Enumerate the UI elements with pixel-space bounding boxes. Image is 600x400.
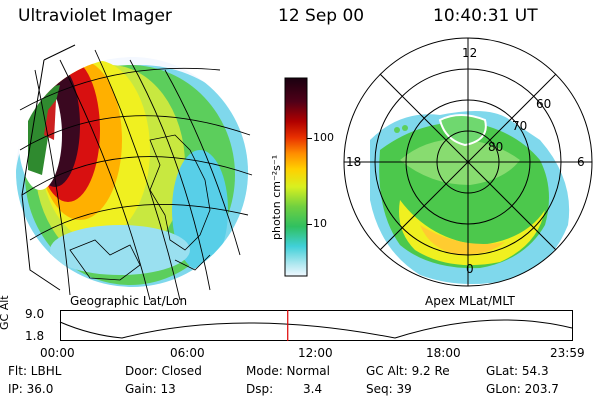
dsp-value: 3.4 (303, 382, 323, 396)
colorbar-tick-mark (307, 138, 312, 140)
geographic-panel-label: Geographic Lat/Lon (70, 294, 188, 308)
alt-plot-xtick-label: 18:00 (426, 346, 461, 360)
alt-plot-xtick-label: 12:00 (298, 346, 333, 360)
alt-plot-ylabel: GC Alt (0, 295, 11, 330)
mlt-label-6: 6 (577, 155, 585, 169)
colorbar-tick-label: 10 (313, 217, 327, 231)
polar-auroral-image (343, 37, 593, 287)
mlat-label-60: 60 (536, 97, 552, 111)
alt-plot-xtick-label: 23:59 (550, 346, 585, 360)
colorbar-tick-label: 100 (313, 131, 334, 145)
filter-label: Flt: LBHL (8, 364, 62, 378)
mlat-label-80: 80 (488, 140, 504, 154)
mlat-label-70: 70 (512, 119, 528, 133)
alt-plot-ytick-top: 9.0 (25, 307, 45, 321)
mode-label: Mode: Normal (246, 364, 330, 378)
gain-label: Gain: 13 (125, 382, 176, 396)
mlt-label-0: 0 (466, 262, 474, 276)
alt-plot-xtick-label: 06:00 (170, 346, 205, 360)
instrument-title: Ultraviolet Imager (18, 6, 172, 26)
polar-panel-label: Apex MLat/MLT (425, 294, 515, 308)
door-label: Door: Closed (125, 364, 202, 378)
geographic-auroral-image (16, 44, 253, 301)
seq-label: Seq: 39 (366, 382, 412, 396)
altitude-plot (59, 310, 573, 341)
time-label: 10:40:31 UT (433, 6, 538, 26)
ip-label: IP: 36.0 (8, 382, 54, 396)
colorbar-unit-label: photon cm⁻²s⁻¹ (270, 154, 283, 240)
date-label: 12 Sep 00 (278, 6, 365, 26)
colorbar-tick-mark (307, 224, 312, 226)
gc-alt-label: GC Alt: 9.2 Re (366, 364, 450, 378)
glat-label: GLat: 54.3 (486, 364, 549, 378)
colorbar (284, 77, 308, 277)
mlt-label-12: 12 (462, 46, 478, 60)
alt-plot-ytick-bottom: 1.8 (25, 329, 45, 343)
dsp-label: Dsp: (246, 382, 274, 396)
glon-label: GLon: 203.7 (486, 382, 559, 396)
alt-plot-xtick-label: 00:00 (40, 346, 75, 360)
mlt-label-18: 18 (346, 155, 362, 169)
